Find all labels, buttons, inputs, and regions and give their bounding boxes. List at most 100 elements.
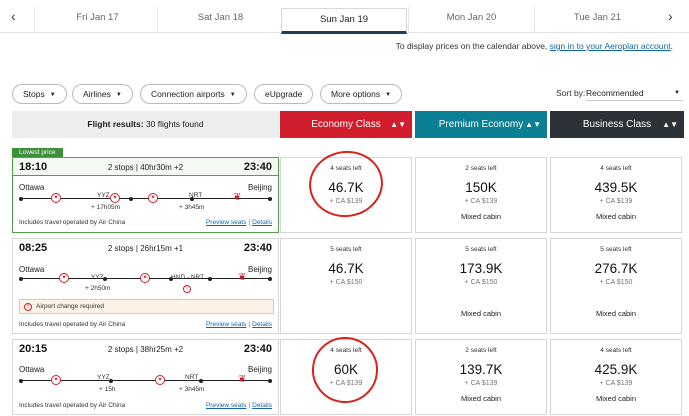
flight-summary: 20:15 2 stops | 38hr25m +2 23:40	[13, 340, 278, 358]
departure-time: 18:10	[19, 161, 48, 173]
sort-arrows-icon: ▲▼	[525, 120, 541, 129]
route-dot	[268, 196, 272, 201]
sort-label: Sort by:	[556, 88, 586, 98]
air-canada-logo-icon: ✦	[59, 273, 69, 283]
route-dot	[199, 378, 203, 383]
premium-fare-cell[interactable]: 5 seats left 173.9K + CA $150 Mixed cabi…	[415, 238, 547, 334]
date-tab[interactable]: Mon Jan 20	[408, 7, 534, 31]
route-dot	[169, 276, 173, 281]
seats-left: 5 seats left	[465, 246, 497, 253]
fare-cash: + CA $150	[599, 279, 633, 286]
sort-select[interactable]: Recommended ▼	[586, 88, 683, 101]
air-china-logo-icon: ❦	[233, 192, 242, 203]
route-dot	[19, 378, 23, 383]
economy-fare-cell[interactable]: 5 seats left 46.7K + CA $150	[280, 238, 412, 334]
business-fare-cell[interactable]: 5 seats left 276.7K + CA $150 Mixed cabi…	[550, 238, 682, 334]
fare-cash: + CA $139	[464, 198, 498, 205]
next-date-arrow-icon[interactable]: ›	[668, 8, 673, 24]
details-link[interactable]: Details	[252, 321, 272, 328]
fare-points: 60K	[333, 362, 359, 377]
caret-down-icon: ▼	[229, 91, 236, 98]
seats-left: 2 seats left	[465, 347, 497, 354]
date-tab-active[interactable]: Sun Jan 19	[281, 8, 407, 34]
seats-left: 4 seats left	[600, 347, 632, 354]
premium-fare-cell[interactable]: 2 seats left 150K + CA $139 Mixed cabin	[415, 157, 547, 233]
flight-card[interactable]: 18:10 2 stops | 40hr30m +2 23:40 Ottawa …	[12, 157, 279, 233]
operated-by-note: Includes travel operated by Air China	[19, 321, 126, 328]
connection-airports-filter-button[interactable]: Connection airports ▼	[140, 84, 247, 104]
layover-duration: + 15h	[99, 386, 116, 393]
premium-fare-cell[interactable]: 2 seats left 139.7K + CA $139 Mixed cabi…	[415, 339, 547, 415]
business-fare-cell[interactable]: 4 seats left 439.5K + CA $139 Mixed cabi…	[550, 157, 682, 233]
air-canada-logo-icon: ✦	[140, 273, 150, 283]
details-link[interactable]: Details	[252, 402, 272, 409]
flight-links: Preview seats | Details	[205, 219, 272, 226]
origin-city: Ottawa	[19, 183, 45, 192]
fare-points: 425.9K	[594, 362, 638, 377]
seats-left: 4 seats left	[600, 165, 632, 172]
departure-time: 08:25	[19, 242, 48, 254]
origin-city: Ottawa	[19, 265, 45, 274]
sign-in-link[interactable]: sign in to your Aeroplan account	[549, 41, 671, 51]
mixed-cabin-label: Mixed cabin	[595, 309, 637, 318]
caret-down-icon: ▼	[385, 91, 392, 98]
seats-left: 2 seats left	[465, 165, 497, 172]
date-tab[interactable]: Sat Jan 18	[157, 7, 283, 31]
mixed-cabin-label: Mixed cabin	[595, 394, 637, 403]
airlines-filter-button[interactable]: Airlines ▼	[72, 84, 133, 104]
route-cities: Ottawa Beijing	[19, 265, 272, 274]
warning-icon: !	[183, 285, 191, 293]
route-dot	[268, 276, 272, 281]
economy-fare-cell[interactable]: 4 seats left 60K + CA $139	[280, 339, 412, 415]
route-cities: Ottawa Beijing	[19, 183, 272, 192]
origin-city: Ottawa	[19, 365, 45, 374]
airport-code: HND - NRT	[171, 274, 205, 281]
sort-arrows-icon: ▲▼	[662, 120, 678, 129]
route-dot	[129, 196, 133, 201]
preview-seats-link[interactable]: Preview seats	[205, 402, 247, 409]
caret-down-icon: ▼	[115, 91, 122, 98]
fare-cash: + CA $150	[464, 279, 498, 286]
preview-seats-link[interactable]: Preview seats	[205, 219, 247, 226]
seats-left: 4 seats left	[330, 347, 362, 354]
preview-seats-link[interactable]: Preview seats	[205, 321, 247, 328]
date-tab[interactable]: Tue Jan 21	[534, 7, 660, 31]
warning-icon: !	[24, 303, 32, 311]
route-cities: Ottawa Beijing	[19, 365, 272, 374]
calendar-note: To display prices on the calendar above,…	[395, 41, 673, 51]
fare-cash: + CA $139	[464, 380, 498, 387]
airport-code: NRT	[189, 192, 203, 199]
seats-left: 5 seats left	[600, 246, 632, 253]
air-canada-logo-icon: ✦	[155, 375, 165, 385]
date-tab[interactable]: Fri Jan 17	[34, 7, 160, 31]
fare-points: 46.7K	[328, 180, 364, 195]
seats-left: 4 seats left	[330, 165, 362, 172]
route-dot	[208, 276, 212, 281]
stops-filter-button[interactable]: Stops ▼	[12, 84, 67, 104]
fare-cash: + CA $139	[599, 380, 633, 387]
flight-card[interactable]: 08:25 2 stops | 26hr15m +1 23:40 Ottawa …	[12, 238, 279, 334]
mixed-cabin-label: Mixed cabin	[595, 212, 637, 221]
more-options-filter-button[interactable]: More options ▼	[320, 84, 403, 104]
stops-duration: 2 stops | 40hr30m +2	[107, 163, 184, 172]
fare-cash: + CA $139	[599, 198, 633, 205]
prev-date-arrow-icon[interactable]: ‹	[11, 8, 16, 24]
stops-duration: 2 stops | 38hr25m +2	[107, 345, 184, 354]
flight-summary: 18:10 2 stops | 40hr30m +2 23:40	[13, 158, 278, 176]
lowest-price-badge: Lowest price	[12, 148, 63, 158]
date-bar: ‹ Fri Jan 17 Sat Jan 18 Sun Jan 19 Mon J…	[0, 0, 689, 34]
departure-time: 20:15	[19, 343, 48, 355]
details-link[interactable]: Details	[252, 219, 272, 226]
route-dot	[19, 196, 23, 201]
economy-fare-cell[interactable]: 4 seats left 46.7K + CA $139	[280, 157, 412, 233]
destination-city: Beijing	[247, 265, 272, 274]
eupgrade-filter-button[interactable]: eUpgrade	[254, 84, 314, 104]
fare-cash: + CA $139	[329, 380, 363, 387]
business-fare-cell[interactable]: 4 seats left 425.9K + CA $139 Mixed cabi…	[550, 339, 682, 415]
business-class-header[interactable]: Business Class ▲▼	[550, 111, 684, 138]
economy-class-header[interactable]: Economy Class ▲▼	[280, 111, 412, 138]
premium-economy-header[interactable]: Premium Economy ▲▼	[415, 111, 547, 138]
operated-by-note: Includes travel operated by Air China	[19, 219, 126, 226]
flight-card[interactable]: 20:15 2 stops | 38hr25m +2 23:40 Ottawa …	[12, 339, 279, 415]
fare-cash: + CA $139	[329, 198, 363, 205]
